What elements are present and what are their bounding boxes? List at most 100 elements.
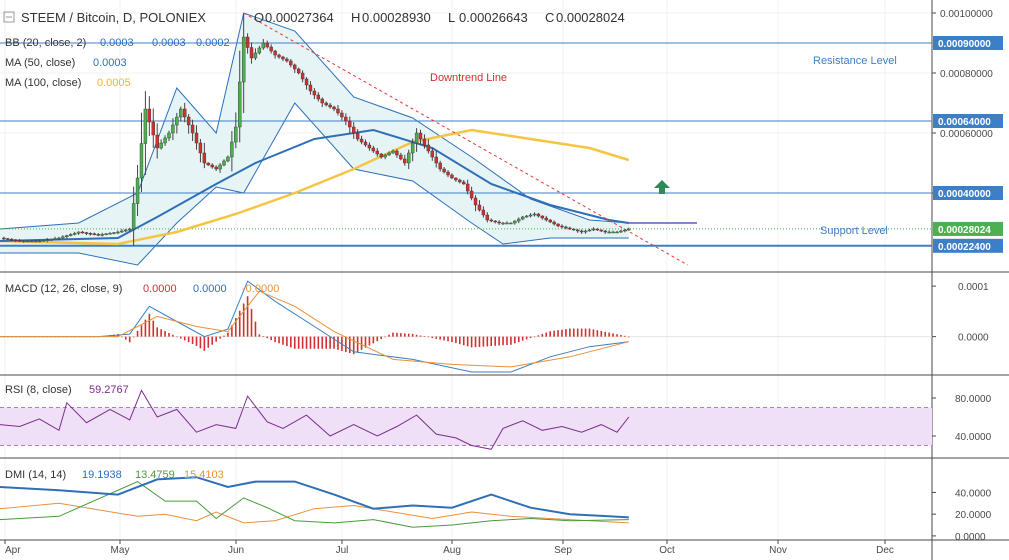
macd-histogram-bar [215,336,217,342]
macd-histogram-bar [356,336,359,352]
downtrend-line-label[interactable]: Downtrend Line [430,72,507,84]
dmi-minus-line [0,502,629,524]
macd-histogram-bar [246,296,249,337]
macd-histogram-bar [203,336,206,351]
macd-histogram-bar [238,310,241,337]
resistance-level-label[interactable]: Resistance Level [813,55,897,67]
price-axis-badge[interactable] [933,186,1003,200]
candle-down [367,144,372,149]
candle-down [450,174,454,179]
collapse-toggle-icon[interactable] [3,11,15,23]
bollinger-band-fill [0,13,629,265]
bb-legend[interactable]: BB (20, close, 2) 0.0003 0.0003 0.0002 [5,37,230,49]
candle-down [465,183,470,192]
macd-histogram-bar [250,308,253,337]
candle-up [175,116,179,126]
candle-up [53,238,57,240]
price-axis-badge[interactable] [933,36,1003,50]
support-level-label[interactable]: Support Level [820,225,888,237]
macd-histogram-bar [569,328,571,337]
macd-histogram-bar [494,336,496,346]
macd-histogram-bar [372,336,375,344]
price-axis-badge[interactable] [933,114,1003,128]
ma100-line [0,128,630,246]
time-axis-label: Nov [769,545,787,556]
candle-down [285,58,289,62]
macd-legend-value: 0.0000 [143,283,177,295]
dmi-legend-value: 15.4103 [184,469,224,481]
macd-histogram-bar [352,336,355,355]
macd-histogram-bar [183,336,186,341]
candle-down [497,221,501,224]
macd-histogram-bar [490,336,493,347]
macd-histogram-bar [396,332,398,337]
candle-up [391,150,395,154]
macd-histogram-bar [557,330,559,337]
dmi-legend[interactable]: DMI (14, 14) 19.1938 13.4759 15.4103 [5,469,224,481]
ohlc-key: O [254,10,264,25]
macd-histogram-bar [199,336,202,349]
plot-area[interactable] [0,0,932,540]
macd-histogram-bar [270,336,272,341]
price-axis-badge[interactable] [933,238,1003,253]
macd-legend[interactable]: MACD (12, 26, close, 9) 0.0000 0.0000 -0… [5,283,279,295]
macd-histogram-bar [620,335,622,337]
macd-histogram-bar [219,336,221,339]
candle-down [202,152,207,164]
macd-histogram-bar [415,334,418,337]
candle-up [167,132,171,139]
candle-down [340,112,344,118]
dmi-axis-label: 20.0000 [955,510,992,521]
candle-up [532,213,537,216]
rsi-legend[interactable]: RSI (8, close) 59.2767 [5,384,129,396]
candle-down [493,220,497,223]
candle-up [591,228,596,231]
time-axis[interactable]: Apr May Jun Jul Aug Sep Oct Nov Dec [4,540,894,556]
ohlc-key: C [545,10,554,25]
candle-up [179,108,183,118]
symbol-title[interactable]: STEEM / Bitcoin, D, POLONIEX [21,10,206,25]
macd-histogram-bar [368,336,371,346]
ma100-legend[interactable]: MA (100, close) 0.0005 [5,77,131,89]
macd-histogram-bar [128,336,131,343]
bb-legend-value: 0.0002 [196,37,230,49]
candle-down [430,150,434,158]
up-arrow-icon[interactable] [654,180,670,194]
candle-up [37,240,41,243]
candle-down [363,141,368,146]
candle-up [116,231,120,234]
bollinger-lower-band [0,102,629,266]
price-axis-label: 0.00060000 [940,129,993,140]
ma50-legend[interactable]: MA (50, close) 0.0003 [5,57,127,69]
price-axis-badge[interactable] [933,221,1003,236]
candle-up [383,154,387,158]
candle-down [489,219,493,222]
candle-down [336,108,340,114]
macd-histogram-bar [628,336,630,338]
candle-down [560,225,564,228]
candle-up [623,229,627,232]
macd-histogram-bar [176,336,178,338]
macd-histogram-bar [317,336,320,349]
candlesticks [2,13,631,246]
candle-down [293,64,297,70]
price-axis[interactable]: 0.00100000 0.00080000 0.00060000 0.00040000… [932,9,1003,543]
candle-down [579,230,584,233]
macd-histogram-bar [407,333,410,337]
candle-down [556,223,560,227]
candle-down [536,213,541,217]
downtrend-line[interactable] [243,12,688,266]
candle-up [513,220,517,224]
ohlc-key: L [448,10,455,25]
macd-histogram-bar [478,336,481,347]
macd-histogram-bar [435,336,438,339]
candle-down [249,47,254,59]
macd-histogram-bar [297,336,300,349]
macd-histogram-bar [348,336,351,354]
candle-up [238,81,242,128]
macd-histogram-bar [443,336,445,341]
candle-down [198,142,203,154]
candle-up [131,203,136,230]
candle-down [2,237,6,240]
